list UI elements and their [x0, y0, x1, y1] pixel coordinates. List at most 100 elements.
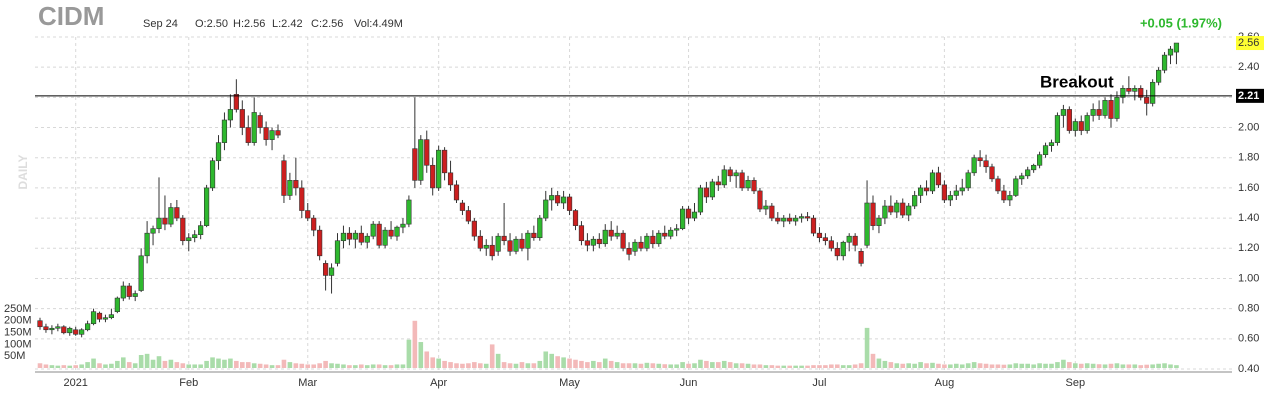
candle-body [132, 293, 138, 297]
y-tick-label: 1.00 [1238, 272, 1259, 284]
candle-body [1066, 109, 1072, 131]
volume-bar [275, 365, 281, 368]
volume-bar [1108, 363, 1114, 368]
volume-bar [1037, 363, 1042, 368]
quote-close: C:2.56 [311, 18, 343, 30]
candle-body [995, 178, 1001, 192]
last-price-label: 2.56 [1238, 37, 1259, 49]
volume-bar [852, 364, 858, 368]
volume-bar [1102, 364, 1108, 368]
candle-body [1120, 88, 1126, 98]
candle-body [67, 327, 73, 334]
candle-body [572, 210, 579, 226]
volume-bar [1007, 364, 1013, 368]
volume-bar [846, 365, 852, 368]
candle-body [894, 202, 900, 213]
volume-bar [757, 364, 763, 368]
volume-bar [103, 364, 108, 368]
volume-bar [1061, 359, 1066, 368]
candle-body [828, 240, 834, 249]
candle-body [73, 329, 79, 335]
candle-body [96, 312, 103, 320]
volume-bar [341, 364, 346, 368]
volume-bar [442, 360, 447, 368]
candle-body [251, 112, 257, 143]
candle-body [406, 199, 412, 225]
candle-body [846, 235, 852, 243]
candle-body [156, 217, 162, 229]
volume-bar [400, 364, 406, 368]
volume-bar [710, 362, 715, 368]
volume-bar [394, 364, 400, 368]
volume-tick-label: 150M [4, 327, 32, 339]
candle-body [1090, 109, 1096, 116]
volume-bar [216, 358, 221, 368]
candle-body [370, 223, 376, 237]
volume-bar [781, 365, 787, 368]
volume-bar [1138, 365, 1144, 368]
volume-bar [204, 360, 209, 368]
volume-bar [370, 364, 376, 368]
volume-bar [876, 358, 882, 368]
volume-bar [1144, 364, 1149, 368]
candle-body [549, 195, 555, 201]
volume-bar [549, 353, 554, 368]
volume-bar [454, 363, 459, 368]
volume-bar [1168, 364, 1173, 368]
candle-body [626, 247, 632, 255]
candle-body [1096, 109, 1102, 116]
candle-body [781, 217, 787, 222]
candle-body [644, 235, 650, 249]
volume-bar [257, 363, 263, 368]
volume-bar [751, 364, 757, 368]
candle-body [739, 172, 745, 189]
volume-bar [585, 362, 590, 368]
volume-bar [501, 362, 507, 368]
candle-body [364, 235, 370, 243]
volume-bar [228, 358, 233, 368]
candle-body [441, 149, 448, 174]
candle-body [751, 180, 757, 192]
candle-body [709, 181, 715, 198]
volume-bar [835, 364, 840, 368]
volume-bar [805, 365, 810, 368]
candle-body [566, 196, 573, 211]
volume-bar [1114, 363, 1120, 368]
quote-date: Sep 24 [143, 18, 178, 30]
candle-body [668, 229, 674, 237]
candle-body [328, 267, 335, 276]
volume-bar [210, 357, 215, 368]
candle-body [400, 223, 406, 228]
candle-body [1007, 195, 1013, 201]
volume-bar [1025, 363, 1030, 368]
candle-body [209, 160, 216, 189]
x-tick-label: Mar [298, 377, 317, 389]
volume-bar [430, 357, 435, 368]
candle-body [1144, 97, 1150, 104]
volume-bar [894, 363, 900, 368]
candle-body [162, 217, 168, 225]
volume-bar [448, 362, 453, 368]
candle-body [465, 210, 472, 222]
volume-bar [156, 356, 162, 368]
volume-bar [942, 364, 947, 368]
volume-bar [144, 353, 150, 368]
volume-bar [1162, 363, 1167, 368]
volume-bar [1073, 363, 1078, 368]
volume-bar [49, 365, 55, 368]
candle-body [888, 205, 894, 213]
volume-bar [460, 363, 465, 368]
volume-bar [591, 360, 596, 368]
candle-body [1048, 142, 1055, 146]
volume-bar [1043, 363, 1048, 368]
candle-body [537, 217, 543, 239]
candle-body [114, 297, 120, 312]
x-tick-label: Aug [935, 377, 955, 389]
volume-bar [180, 363, 186, 368]
candle-body [346, 232, 353, 240]
volume-bar [983, 363, 989, 368]
volume-bar [1019, 363, 1025, 368]
candle-body [1167, 48, 1174, 56]
candle-body [876, 217, 882, 226]
candle-body [102, 317, 109, 320]
